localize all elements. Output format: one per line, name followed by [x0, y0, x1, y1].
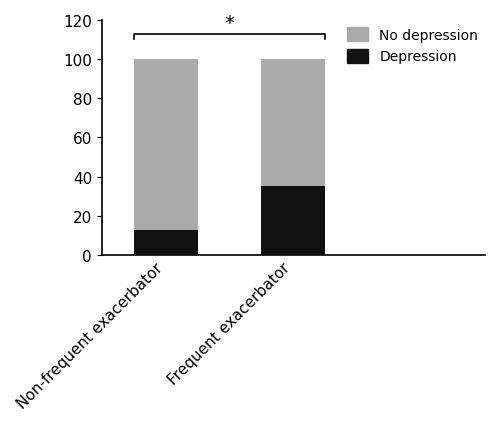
Bar [262, 187, 326, 255]
Bar [134, 60, 198, 231]
Bar [262, 60, 326, 187]
Text: *: * [224, 14, 234, 33]
Bar [134, 231, 198, 255]
Legend: No depression, Depression: No depression, Depression [347, 28, 478, 64]
